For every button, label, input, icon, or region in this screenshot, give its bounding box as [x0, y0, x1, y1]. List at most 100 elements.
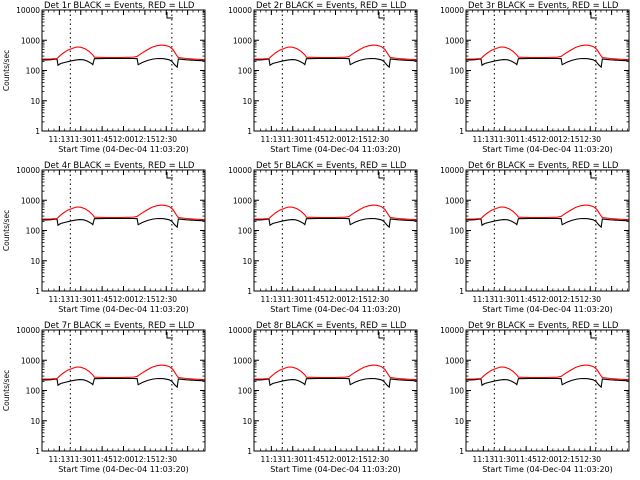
y-tick-label: 1 [247, 447, 252, 456]
x-tick-label: 12:30 [155, 455, 177, 464]
x-tick-label: 12:00 [537, 135, 559, 144]
x-tick-label: 12:00 [537, 455, 559, 464]
x-tick-label: 11:13 [473, 455, 495, 464]
events-series-line [253, 377, 418, 389]
corner-marker [590, 332, 597, 339]
x-tick-label: 12:00 [325, 455, 347, 464]
panel-title: Det 7r BLACK = Events, RED = LLD [44, 321, 195, 331]
y-tick-label: 10000 [16, 166, 40, 175]
panel-title: Det 1r BLACK = Events, RED = LLD [44, 1, 195, 11]
y-tick-label: 10 [30, 257, 40, 266]
lld-series-line [254, 204, 418, 221]
x-tick-label: 11:13 [261, 135, 283, 144]
x-tick-label: 11:45 [91, 135, 113, 144]
y-tick-label: 10 [454, 257, 464, 266]
x-tick-label: 12:30 [579, 295, 601, 304]
y-tick-label: 1000 [445, 36, 464, 45]
x-tick-label: 12:00 [113, 135, 135, 144]
panel-title: Det 4r BLACK = Events, RED = LLD [44, 161, 195, 171]
y-axis-label: Counts/sec [2, 370, 11, 411]
panel-title: Det 6r BLACK = Events, RED = LLD [468, 161, 619, 171]
y-tick-label: 100 [26, 387, 41, 396]
y-axis-label: Counts/sec [2, 210, 11, 251]
x-tick-label: 11:30 [70, 295, 92, 304]
detector-panel-2: Det 2r BLACK = Events, RED = LLD 1 10 100 10… [228, 1, 418, 154]
corner-marker [590, 12, 597, 19]
y-tick-label: 10000 [16, 6, 40, 15]
detector-panel-3: Det 3r BLACK = Events, RED = LLD 1 10 100 10… [440, 1, 630, 154]
detector-panel-6: Det 6r BLACK = Events, RED = LLD 1 10 100 10… [440, 161, 630, 314]
corner-marker [166, 12, 173, 19]
x-tick-label: 11:30 [70, 455, 92, 464]
x-tick-label: 11:13 [49, 295, 71, 304]
y-tick-label: 10000 [228, 166, 252, 175]
events-series-line [41, 57, 206, 69]
y-tick-label: 1000 [445, 356, 464, 365]
y-axis-label: Counts/sec [2, 50, 11, 91]
x-tick-label: 12:15 [134, 455, 156, 464]
x-tick-label: 12:00 [325, 295, 347, 304]
y-tick-label: 10000 [228, 6, 252, 15]
x-tick-label: 11:45 [303, 295, 325, 304]
y-tick-label: 10000 [228, 326, 252, 335]
lld-series-line [466, 44, 630, 61]
plot-frame [253, 9, 418, 132]
lld-series-line [254, 44, 418, 61]
y-tick-label: 1000 [233, 36, 252, 45]
lld-series-line [42, 44, 206, 61]
y-tick-label: 1 [459, 127, 464, 136]
x-axis-label: Start Time (04-Dec-04 11:03:20) [270, 145, 401, 154]
plot-frame [253, 169, 418, 292]
plot-frame [465, 169, 630, 292]
x-tick-label: 12:30 [367, 135, 389, 144]
y-tick-label: 1 [247, 127, 252, 136]
y-tick-label: 1000 [233, 196, 252, 205]
y-tick-label: 10000 [440, 6, 464, 15]
panel-title: Det 3r BLACK = Events, RED = LLD [468, 1, 619, 11]
x-tick-label: 11:13 [261, 455, 283, 464]
y-tick-label: 10 [242, 97, 252, 106]
corner-marker [378, 12, 385, 19]
y-tick-label: 10 [454, 97, 464, 106]
x-tick-label: 12:00 [325, 135, 347, 144]
x-tick-label: 11:13 [261, 295, 283, 304]
y-tick-label: 10000 [440, 166, 464, 175]
y-tick-label: 1 [35, 287, 40, 296]
x-tick-label: 12:15 [134, 295, 156, 304]
events-series-line [465, 217, 630, 229]
y-tick-label: 100 [26, 227, 41, 236]
y-tick-label: 1 [247, 287, 252, 296]
panel-title: Det 9r BLACK = Events, RED = LLD [468, 321, 619, 331]
x-axis-label: Start Time (04-Dec-04 11:03:20) [270, 465, 401, 474]
events-series-line [465, 377, 630, 389]
y-tick-label: 1 [459, 447, 464, 456]
plot-frame [41, 9, 206, 132]
detector-panel-7: Det 7r BLACK = Events, RED = LLD 1 10 100 10… [2, 321, 206, 474]
x-tick-label: 11:30 [282, 455, 304, 464]
x-axis-label: Start Time (04-Dec-04 11:03:20) [58, 145, 189, 154]
plot-frame [253, 329, 418, 452]
x-tick-label: 12:15 [346, 295, 368, 304]
x-tick-label: 11:45 [515, 295, 537, 304]
x-tick-label: 11:45 [515, 135, 537, 144]
x-tick-label: 11:30 [494, 295, 516, 304]
y-tick-label: 100 [238, 387, 253, 396]
events-series-line [41, 217, 206, 229]
x-tick-label: 11:13 [473, 295, 495, 304]
panel-title: Det 8r BLACK = Events, RED = LLD [256, 321, 407, 331]
lld-series-line [466, 204, 630, 221]
x-tick-label: 11:30 [70, 135, 92, 144]
x-tick-label: 11:45 [303, 135, 325, 144]
corner-marker [590, 172, 597, 179]
y-tick-label: 1 [459, 287, 464, 296]
detector-panel-8: Det 8r BLACK = Events, RED = LLD 1 10 100 10… [228, 321, 418, 474]
corner-marker [166, 332, 173, 339]
detector-panel-1: Det 1r BLACK = Events, RED = LLD 1 10 100 10… [2, 1, 206, 154]
y-tick-label: 100 [238, 67, 253, 76]
y-tick-label: 100 [238, 227, 253, 236]
x-tick-label: 12:30 [367, 455, 389, 464]
x-tick-label: 12:30 [155, 135, 177, 144]
events-series-line [41, 377, 206, 389]
y-tick-label: 100 [450, 227, 465, 236]
x-tick-label: 11:30 [494, 135, 516, 144]
